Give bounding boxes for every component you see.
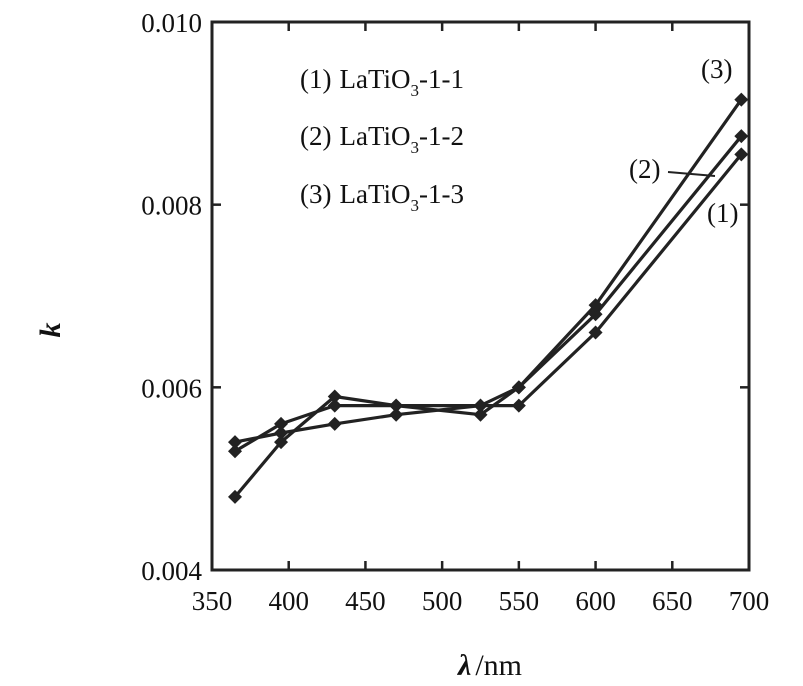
series-1-point (511, 398, 526, 413)
annotation-series-2: (2) (629, 154, 660, 184)
x-tick-label: 550 (499, 586, 540, 616)
legend-item-2: (2) LaTiO3-1-2 (300, 121, 464, 157)
x-axis-label: λ/nm (456, 649, 522, 682)
series-2-point (228, 489, 243, 504)
series-2-point (473, 407, 488, 422)
x-tick-label: 450 (345, 586, 386, 616)
x-tick-labels: 350 400 450 500 550 600 650 700 (192, 586, 770, 616)
series-2-point (327, 389, 342, 404)
legend-item-3: (3) LaTiO3-1-3 (300, 179, 464, 215)
plot-frame (210, 20, 751, 572)
series-3-line (234, 98, 743, 453)
series-1-point (734, 147, 749, 162)
series-1-point (389, 407, 404, 422)
series-group (228, 92, 749, 504)
series-2-point (734, 129, 749, 144)
legend-item-1: (1) LaTiO3-1-1 (300, 64, 464, 100)
series-3-point (389, 398, 404, 413)
series-1-point (327, 416, 342, 431)
x-tick-label: 400 (268, 586, 309, 616)
y-axis-label: k (34, 323, 67, 338)
legend: (1) LaTiO3-1-1 (2) LaTiO3-1-2 (3) LaTiO3-1-… (300, 64, 464, 215)
y-tick-label: 0.008 (141, 191, 202, 221)
series-3-point (473, 398, 488, 413)
series-1-point (274, 426, 289, 440)
x-tick-label: 600 (575, 586, 616, 616)
series-1-point (228, 435, 243, 450)
x-tick-label: 650 (652, 586, 693, 616)
y-tick-label: 0.004 (141, 556, 202, 586)
series-2-point (274, 435, 289, 450)
series-3-point (511, 380, 526, 395)
axis-ticks (210, 20, 751, 572)
x-tick-label: 350 (192, 586, 233, 616)
series-3-point (734, 92, 749, 107)
x-tick-label: 500 (422, 586, 463, 616)
y-tick-label: 0.010 (141, 8, 202, 38)
y-tick-label: 0.006 (141, 373, 202, 403)
series-3-point (588, 298, 603, 313)
series-3-point (327, 398, 342, 413)
annotation-series-1: (1) (707, 198, 738, 228)
series-3 (228, 92, 749, 459)
x-tick-label: 700 (729, 586, 770, 616)
series-2-line (233, 135, 743, 498)
annotation-leader-2 (667, 171, 716, 177)
y-tick-labels: 0.004 0.006 0.008 0.010 (141, 8, 202, 586)
series-3-point (228, 444, 243, 459)
series-annotations: (3) (2) (1) (629, 54, 738, 228)
series-3-point (274, 416, 289, 431)
series-1-point (588, 325, 603, 340)
annotation-series-3: (3) (701, 54, 732, 84)
